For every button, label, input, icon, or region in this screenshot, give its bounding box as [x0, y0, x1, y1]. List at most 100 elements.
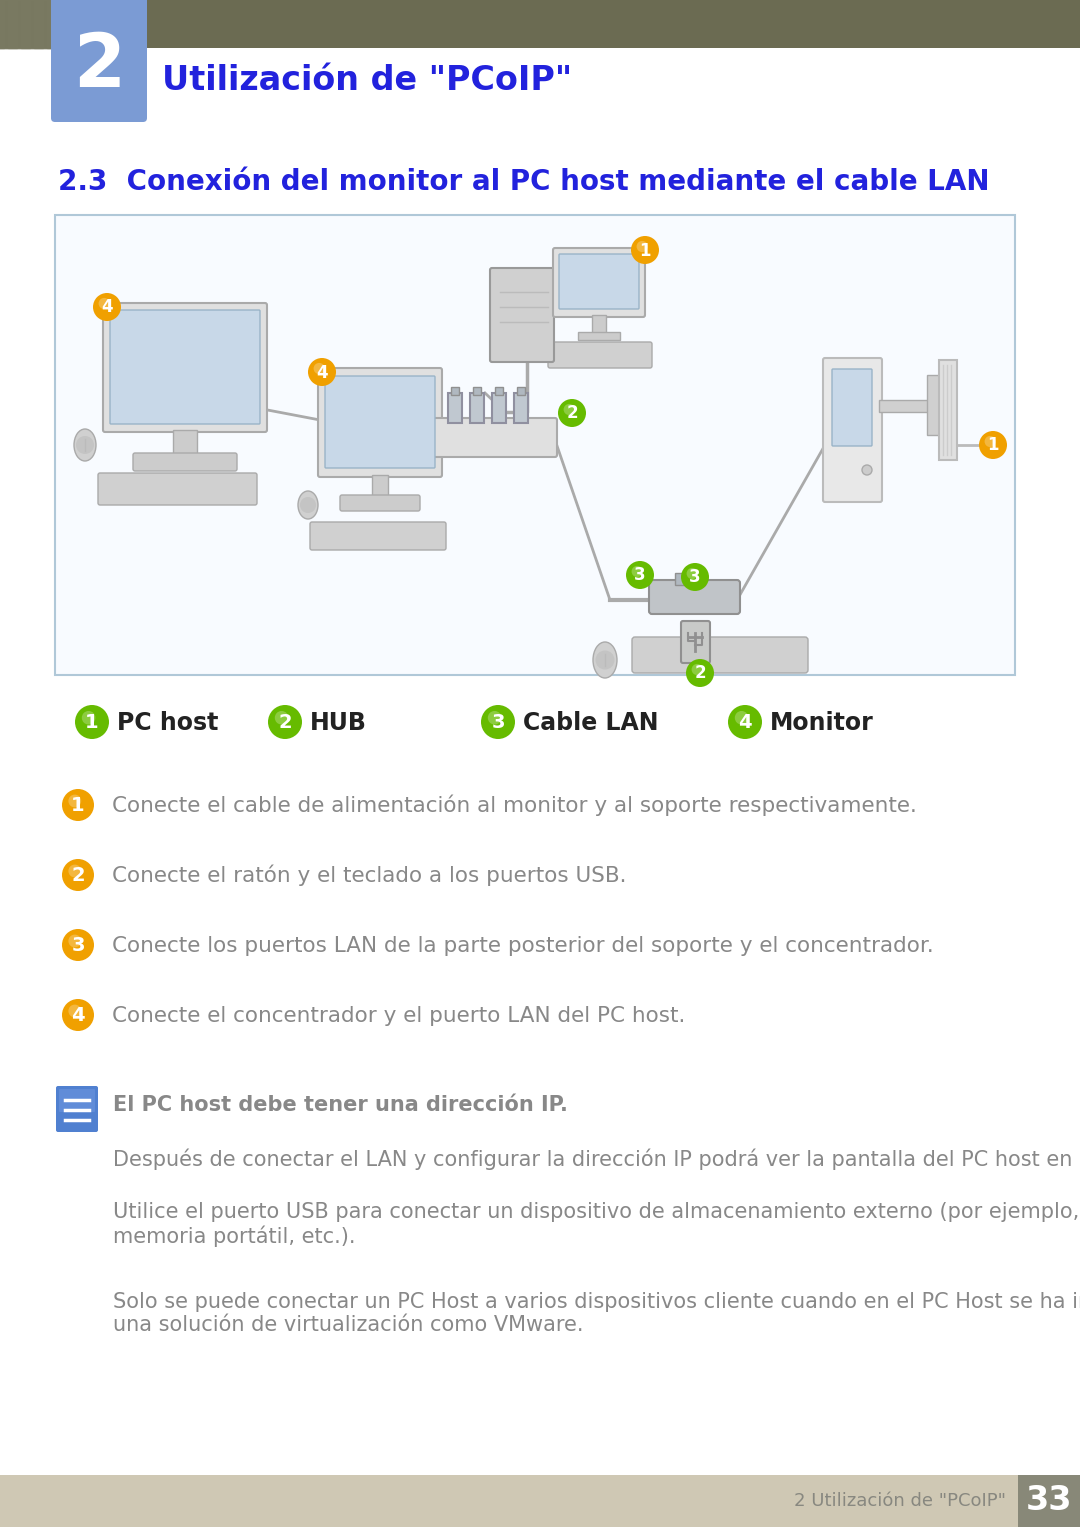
FancyBboxPatch shape [318, 368, 442, 476]
Bar [879, 400, 934, 412]
FancyBboxPatch shape [681, 621, 710, 663]
Circle shape [488, 712, 501, 724]
Circle shape [728, 705, 762, 739]
Text: Conecte el cable de alimentación al monitor y al soporte respectivamente.: Conecte el cable de alimentación al moni… [112, 794, 917, 817]
Polygon shape [0, 0, 30, 47]
Text: 2: 2 [279, 713, 292, 731]
Circle shape [626, 560, 654, 589]
FancyBboxPatch shape [423, 418, 557, 457]
Text: 3: 3 [689, 568, 701, 586]
Ellipse shape [595, 651, 615, 669]
Circle shape [632, 567, 643, 577]
FancyBboxPatch shape [632, 637, 808, 673]
Circle shape [631, 237, 659, 264]
FancyBboxPatch shape [325, 376, 435, 467]
Circle shape [313, 363, 325, 374]
Text: 2: 2 [566, 405, 578, 423]
Bar [372, 475, 388, 496]
Circle shape [636, 241, 648, 252]
Circle shape [691, 664, 703, 675]
FancyBboxPatch shape [103, 302, 267, 432]
Text: 3: 3 [491, 713, 504, 731]
Text: 3: 3 [71, 936, 84, 954]
Text: 4: 4 [316, 363, 328, 382]
Text: 2: 2 [71, 866, 85, 886]
Text: 3: 3 [634, 567, 646, 585]
Bar [987, 438, 995, 452]
Bar [1018, 1475, 1080, 1527]
FancyBboxPatch shape [310, 522, 446, 550]
Bar [448, 392, 462, 423]
Bar [514, 392, 528, 423]
FancyBboxPatch shape [56, 1086, 98, 1132]
Text: Solo se puede conectar un PC Host a varios dispositivos cliente cuando en el PC : Solo se puede conectar un PC Host a vari… [113, 1292, 1080, 1335]
Circle shape [985, 435, 996, 447]
Circle shape [978, 431, 1007, 460]
Bar [495, 386, 503, 395]
FancyBboxPatch shape [553, 247, 645, 318]
Circle shape [558, 399, 586, 428]
Text: Cable LAN: Cable LAN [523, 710, 659, 734]
Text: PC host: PC host [117, 710, 218, 734]
Text: 2.3  Conexión del monitor al PC host mediante el cable LAN: 2.3 Conexión del monitor al PC host medi… [58, 168, 989, 195]
Text: 33: 33 [1026, 1484, 1072, 1518]
Bar [451, 386, 459, 395]
Text: 2: 2 [73, 29, 125, 102]
FancyBboxPatch shape [133, 454, 237, 470]
Circle shape [734, 712, 748, 724]
Bar [55, 215, 1015, 675]
Text: Monitor: Monitor [770, 710, 874, 734]
FancyBboxPatch shape [110, 310, 260, 425]
Circle shape [308, 357, 336, 386]
Ellipse shape [75, 429, 96, 461]
Ellipse shape [76, 437, 94, 454]
Bar [675, 573, 687, 585]
FancyBboxPatch shape [559, 253, 639, 308]
Text: Utilice el puerto USB para conectar un dispositivo de almacenamiento externo (po: Utilice el puerto USB para conectar un d… [113, 1202, 1080, 1248]
Circle shape [62, 860, 94, 890]
Text: 1: 1 [71, 796, 85, 815]
Bar [0, 47, 1080, 118]
Bar [939, 360, 957, 460]
Bar [492, 392, 507, 423]
Polygon shape [73, 0, 121, 47]
Text: Conecte el ratón y el teclado a los puertos USB.: Conecte el ratón y el teclado a los puer… [112, 864, 626, 886]
Circle shape [681, 563, 708, 591]
Bar [470, 392, 484, 423]
Text: 1: 1 [85, 713, 98, 731]
Polygon shape [8, 0, 56, 47]
Text: HUB: HUB [310, 710, 367, 734]
Ellipse shape [298, 492, 318, 519]
FancyBboxPatch shape [340, 495, 420, 512]
Text: Después de conectar el LAN y configurar la dirección IP podrá ver la pantalla de: Después de conectar el LAN y configurar … [113, 1148, 1080, 1170]
FancyBboxPatch shape [649, 580, 740, 614]
Text: 2: 2 [694, 664, 706, 683]
Circle shape [98, 298, 110, 308]
Circle shape [862, 466, 872, 475]
Circle shape [686, 660, 714, 687]
Polygon shape [0, 0, 17, 47]
Circle shape [274, 712, 288, 724]
FancyBboxPatch shape [490, 269, 554, 362]
Polygon shape [86, 0, 134, 47]
Circle shape [62, 999, 94, 1031]
Circle shape [62, 928, 94, 960]
FancyBboxPatch shape [832, 370, 872, 446]
Polygon shape [60, 0, 108, 47]
Ellipse shape [300, 496, 316, 513]
Bar [517, 386, 525, 395]
FancyBboxPatch shape [51, 0, 147, 122]
Circle shape [564, 405, 575, 415]
Bar [0, 0, 1080, 47]
Circle shape [62, 789, 94, 822]
Text: Conecte el concentrador y el puerto LAN del PC host.: Conecte el concentrador y el puerto LAN … [112, 1005, 686, 1026]
Bar [473, 386, 481, 395]
Text: 1: 1 [987, 437, 999, 455]
Text: 4: 4 [102, 298, 112, 316]
Bar [0, 1475, 1080, 1527]
Circle shape [68, 794, 81, 808]
Polygon shape [21, 0, 69, 47]
FancyBboxPatch shape [823, 357, 882, 502]
Circle shape [481, 705, 515, 739]
Bar [927, 376, 939, 435]
